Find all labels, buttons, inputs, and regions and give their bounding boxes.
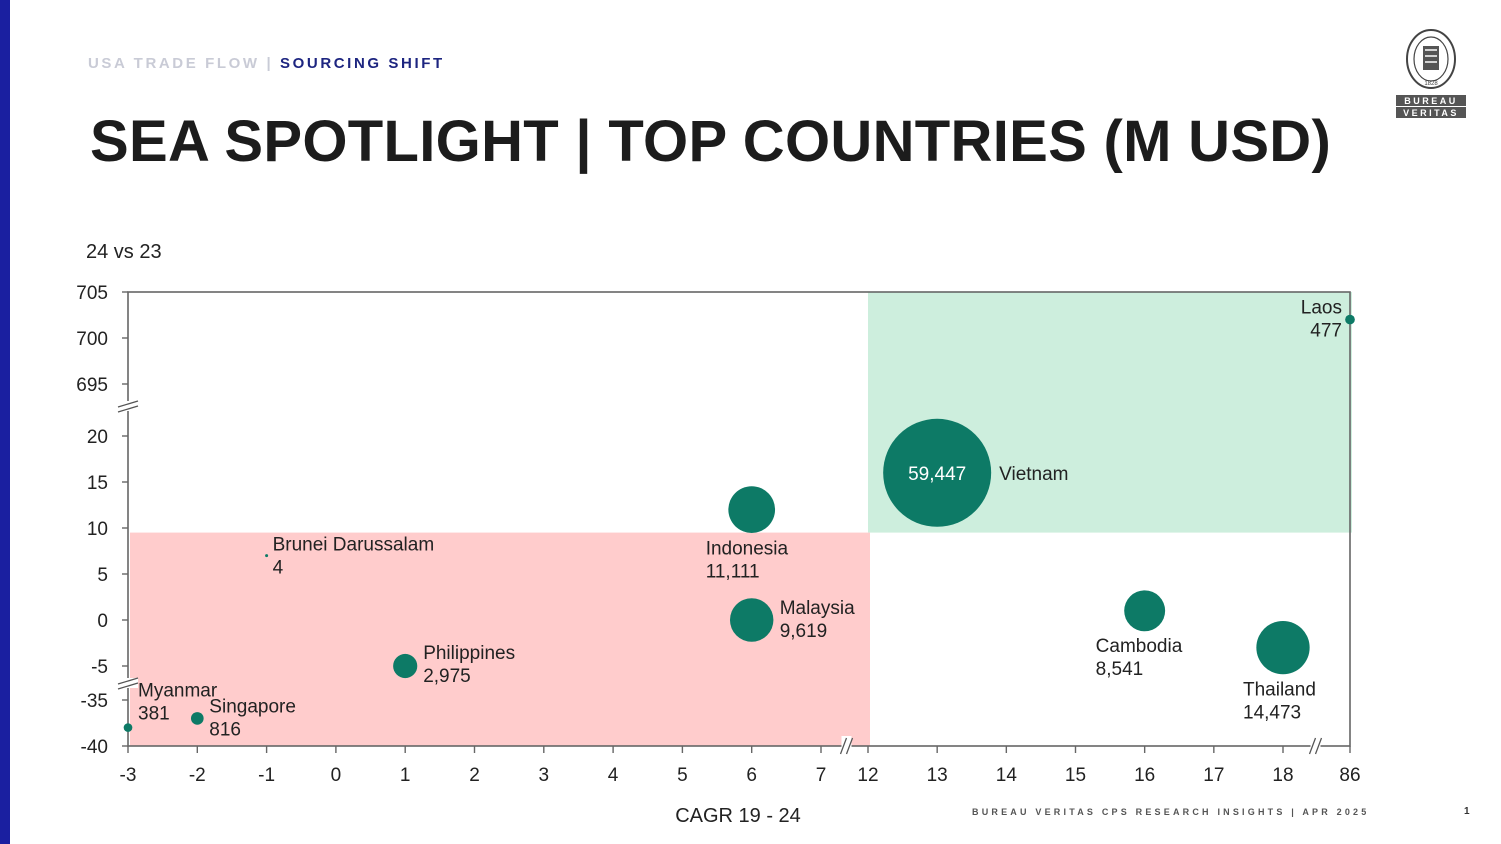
bubble-value-myanmar: 381 <box>138 704 170 725</box>
x-tick-label: -3 <box>120 765 137 786</box>
y-tick-label: 15 <box>87 473 108 494</box>
page-number: 1 <box>1464 806 1470 817</box>
x-tick-label: 0 <box>331 765 342 786</box>
x-tick-label: 5 <box>677 765 688 786</box>
x-tick-label: 17 <box>1203 765 1224 786</box>
bubble-value-malaysia: 9,619 <box>780 621 828 642</box>
bubble-value-thailand: 14,473 <box>1243 703 1301 724</box>
bubble-indonesia <box>728 486 776 533</box>
bureau-veritas-logo: 1828 BUREAU VERITAS <box>1396 29 1466 118</box>
y-tick-label: 10 <box>87 519 108 540</box>
y-tick-label: -5 <box>91 657 108 678</box>
bubble-cambodia <box>1124 590 1166 632</box>
y-break-gap <box>118 401 138 411</box>
bubble-country-philippines: Philippines <box>423 643 515 664</box>
breadcrumb-section: USA TRADE FLOW <box>88 55 260 72</box>
bubble-country-vietnam: Vietnam <box>999 464 1068 485</box>
breadcrumb: USA TRADE FLOW | SOURCING SHIFT <box>88 55 445 72</box>
x-tick-label: 3 <box>539 765 550 786</box>
bubble-value-cambodia: 8,541 <box>1096 659 1144 680</box>
x-break-gap <box>1310 736 1321 756</box>
y-break-mark <box>117 682 139 690</box>
bubble-country-myanmar: Myanmar <box>138 681 218 702</box>
x-tick-label: 2 <box>469 765 480 786</box>
x-tick-label: 14 <box>996 765 1018 786</box>
y-break-mark <box>117 400 139 408</box>
x-tick-label: 13 <box>927 765 948 786</box>
x-tick-label: 7 <box>816 765 827 786</box>
footer-text: BUREAU VERITAS CPS RESEARCH INSIGHTS | A… <box>972 807 1370 817</box>
y-tick-label: 705 <box>76 283 108 304</box>
x-tick-label: -1 <box>258 765 275 786</box>
bubble-value-indonesia: 11,111 <box>706 562 760 583</box>
bubble-malaysia <box>729 598 774 642</box>
x-tick-label: 86 <box>1339 765 1360 786</box>
breadcrumb-current: SOURCING SHIFT <box>280 55 445 72</box>
bubble-country-cambodia: Cambodia <box>1096 636 1183 657</box>
logo-line2: VERITAS <box>1403 108 1459 118</box>
bubble-laos <box>1345 314 1355 325</box>
bubble-country-laos: Laos <box>1301 298 1342 319</box>
x-axis-title: CAGR 19 - 24 <box>675 805 801 827</box>
y-axis-ticks: 705 700 695 20 15 10 5 0 -5 -35 -40 <box>76 283 128 758</box>
y-axis-title: 24 vs 23 <box>86 241 162 263</box>
left-accent-bar <box>0 0 10 844</box>
bubble-value-philippines: 2,975 <box>423 666 471 687</box>
x-tick-label: 4 <box>608 765 619 786</box>
y-break-mark <box>117 677 139 685</box>
y-tick-label: 695 <box>76 375 108 396</box>
bubble-brunei-darussalam <box>265 554 269 558</box>
x-tick-label: 12 <box>857 765 878 786</box>
bubble-philippines <box>393 653 418 679</box>
x-axis-ticks: -3 -2 -1 0 1 2 3 4 5 6 7 12 13 14 15 16 17 18 86 <box>120 746 1361 786</box>
x-tick-label: -2 <box>189 765 206 786</box>
bubble-country-thailand: Thailand <box>1243 680 1316 701</box>
x-tick-label: 16 <box>1134 765 1155 786</box>
x-break-mark <box>1314 737 1323 755</box>
y-break-mark <box>117 405 139 413</box>
bubble-country-indonesia: Indonesia <box>706 539 789 560</box>
y-tick-label: 0 <box>97 611 108 632</box>
y-tick-label: -35 <box>81 691 108 712</box>
logo-line1: BUREAU <box>1404 96 1458 106</box>
x-tick-label: 15 <box>1065 765 1086 786</box>
x-break-mark <box>839 737 848 755</box>
y-tick-label: -40 <box>81 737 108 758</box>
axis-breaks <box>117 400 1323 756</box>
y-tick-label: 700 <box>76 329 108 350</box>
y-tick-label: 5 <box>97 565 108 586</box>
x-tick-label: 1 <box>400 765 411 786</box>
bubble-vietnam <box>883 418 992 527</box>
x-break-mark <box>1308 737 1317 755</box>
bubbles <box>123 314 1355 732</box>
x-tick-label: 18 <box>1272 765 1293 786</box>
bubble-thailand <box>1256 620 1310 675</box>
x-break-gap <box>841 736 852 756</box>
bubble-value-laos: 477 <box>1310 321 1342 342</box>
bubble-country-malaysia: Malaysia <box>780 598 855 619</box>
bubble-value-vietnam: 59,447 <box>908 464 966 485</box>
logo-year: 1828 <box>1424 81 1438 87</box>
breadcrumb-separator: | <box>259 55 281 72</box>
bubble-value-singapore: 816 <box>209 719 241 740</box>
x-tick-label: 6 <box>746 765 757 786</box>
bubble-country-brunei-darussalam: Brunei Darussalam <box>273 535 435 556</box>
bubble-value-brunei-darussalam: 4 <box>273 558 284 579</box>
bubble-singapore <box>190 712 204 725</box>
plot-border <box>127 291 1351 747</box>
chart-frame <box>127 291 1351 747</box>
page-title: SEA SPOTLIGHT | TOP COUNTRIES (M USD) <box>90 109 1332 174</box>
bubble-myanmar <box>123 723 133 732</box>
y-break-gap <box>118 678 138 688</box>
bubble-country-singapore: Singapore <box>209 696 296 717</box>
x-break-mark <box>845 737 854 755</box>
y-tick-label: 20 <box>87 427 108 448</box>
